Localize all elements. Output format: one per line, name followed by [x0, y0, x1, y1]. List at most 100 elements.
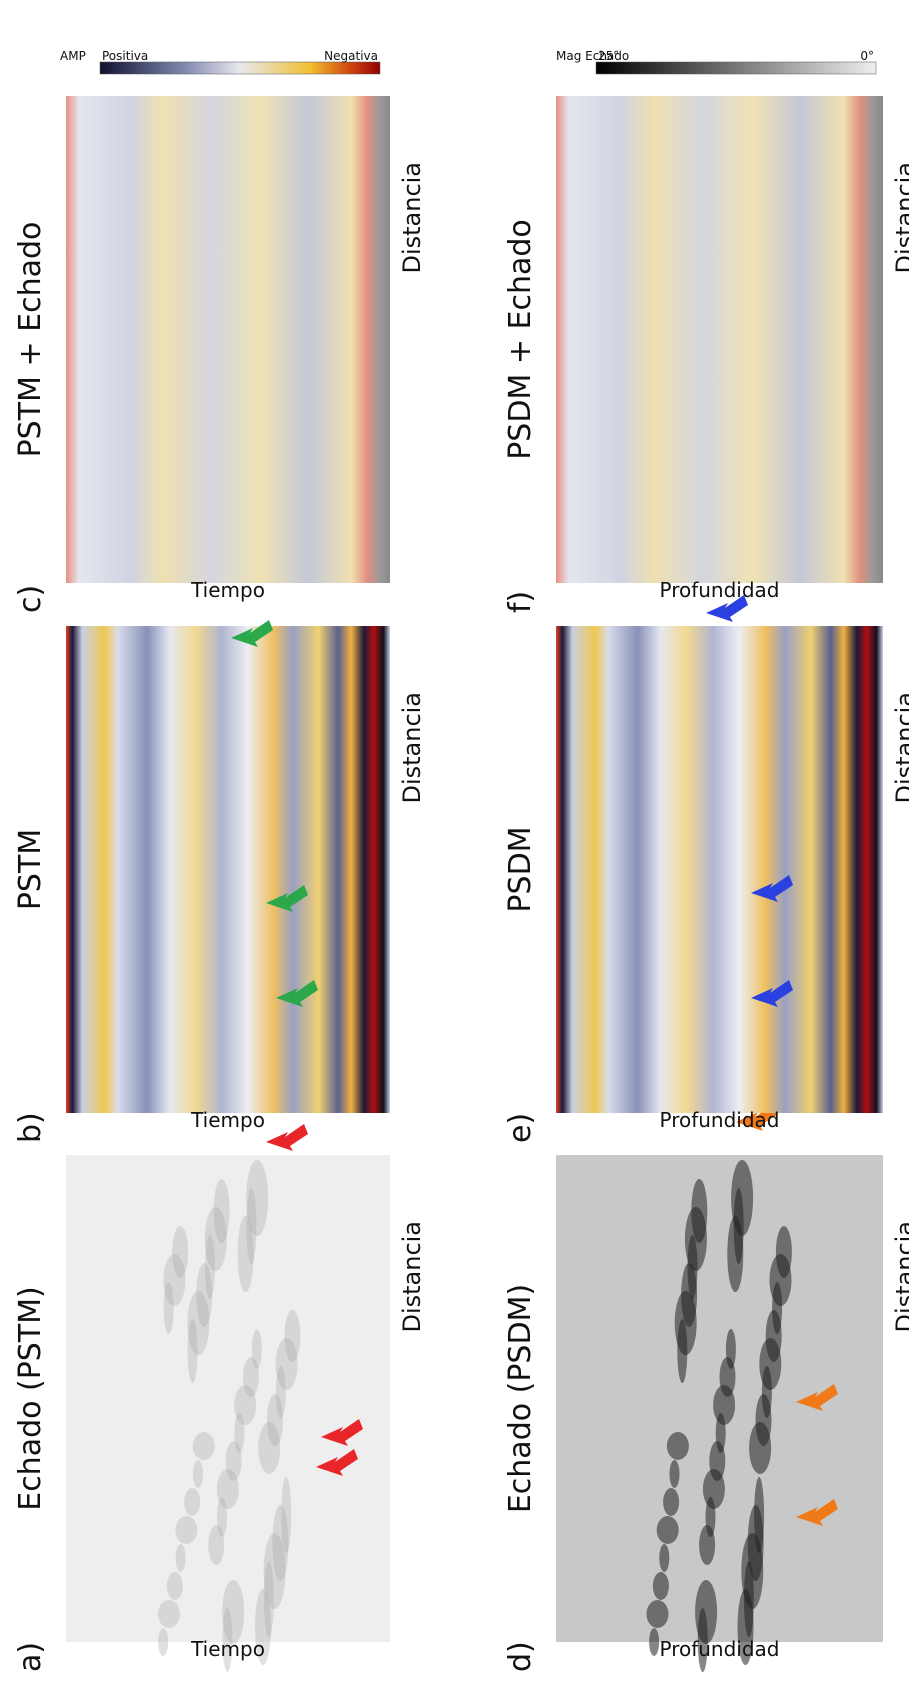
- texture: [172, 1226, 189, 1278]
- texture: [213, 1179, 230, 1243]
- texture: [163, 1254, 186, 1306]
- texture: [243, 1357, 259, 1397]
- colorbar-title: AMP: [60, 49, 86, 63]
- panel-title: PSDM + Echado: [503, 219, 538, 460]
- texture: [158, 1628, 169, 1656]
- arrow: [276, 980, 318, 1007]
- texture: [208, 1525, 225, 1565]
- panel-label: e): [503, 1113, 538, 1143]
- arrow: [706, 595, 748, 622]
- texture: [725, 1329, 736, 1369]
- x-axis-label: Distancia: [398, 692, 426, 804]
- panel-image: [556, 626, 883, 1113]
- texture: [646, 1600, 669, 1628]
- texture: [204, 1207, 227, 1271]
- x-axis-label: Distancia: [891, 692, 909, 804]
- texture: [663, 1488, 680, 1516]
- texture: [263, 1533, 286, 1609]
- panel-title: Echado (PSTM): [13, 1286, 48, 1511]
- texture: [255, 1589, 271, 1665]
- panel-label: c): [13, 585, 48, 613]
- texture: [656, 1516, 679, 1544]
- panel-title: PSTM: [13, 829, 48, 910]
- panel-label: f): [503, 591, 538, 613]
- texture: [652, 1572, 669, 1600]
- arrow: [751, 875, 793, 902]
- texture: [659, 1544, 670, 1572]
- arrow: [316, 1449, 358, 1476]
- texture: [263, 1561, 274, 1637]
- y-axis-label: Profundidad: [659, 1108, 779, 1132]
- colorbar-low: Positiva: [102, 49, 148, 63]
- texture: [695, 1580, 718, 1644]
- texture: [669, 1460, 680, 1488]
- panel-title: PSDM: [503, 826, 538, 912]
- colorbar-high: 0°: [860, 49, 874, 63]
- texture: [775, 1226, 792, 1278]
- arrow: [796, 1499, 838, 1526]
- texture: [281, 1477, 292, 1553]
- panel-image: [556, 96, 883, 583]
- texture: [187, 1291, 210, 1355]
- panel-label: a): [13, 1642, 48, 1672]
- texture: [275, 1338, 298, 1390]
- texture: [731, 1160, 754, 1236]
- x-axis-label: Distancia: [891, 162, 909, 274]
- texture: [216, 1469, 239, 1509]
- x-axis-label: Distancia: [891, 1221, 909, 1333]
- texture: [234, 1413, 245, 1453]
- texture: [272, 1505, 289, 1581]
- texture: [158, 1600, 180, 1628]
- arrow: [796, 1384, 838, 1411]
- texture: [691, 1179, 708, 1243]
- x-axis-label: Distancia: [398, 1221, 426, 1333]
- panel-title: Echado (PSDM): [503, 1284, 538, 1513]
- texture: [275, 1366, 286, 1418]
- panel-image: [66, 1155, 390, 1642]
- panel-image: [66, 626, 390, 1113]
- texture: [166, 1572, 183, 1600]
- texture: [187, 1319, 198, 1383]
- arrow: [321, 1419, 363, 1446]
- y-axis-label: Tiempo: [190, 578, 265, 602]
- y-axis-label: Tiempo: [190, 1108, 265, 1132]
- texture: [251, 1329, 262, 1369]
- texture: [192, 1432, 215, 1460]
- texture: [258, 1422, 281, 1474]
- colorbar-high: Negativa: [324, 49, 378, 63]
- texture: [237, 1216, 254, 1292]
- y-axis-label: Profundidad: [659, 1637, 779, 1661]
- texture: [666, 1432, 689, 1460]
- texture: [754, 1477, 765, 1553]
- texture: [222, 1608, 233, 1672]
- texture: [225, 1441, 242, 1481]
- texture: [175, 1544, 186, 1572]
- y-axis-label: Profundidad: [659, 578, 779, 602]
- panel-label: b): [13, 1112, 48, 1143]
- texture: [175, 1516, 198, 1544]
- texture: [184, 1488, 201, 1516]
- x-axis-label: Distancia: [398, 162, 426, 274]
- texture: [284, 1310, 301, 1362]
- colorbar: [99, 61, 381, 75]
- texture: [217, 1497, 227, 1537]
- texture: [205, 1235, 215, 1299]
- colorbar: [595, 61, 877, 75]
- texture: [222, 1580, 245, 1644]
- arrow: [266, 1124, 308, 1151]
- texture: [649, 1628, 660, 1656]
- texture: [246, 1188, 257, 1264]
- colorbar-title: Mag Echado: [556, 49, 629, 63]
- arrow: [231, 620, 273, 647]
- texture: [193, 1460, 203, 1488]
- panel-label: d): [503, 1641, 538, 1672]
- panel-title: PSTM + Echado: [13, 222, 48, 458]
- texture: [234, 1385, 257, 1425]
- panel-image: [66, 96, 390, 583]
- y-axis-label: Tiempo: [190, 1637, 265, 1661]
- arrow: [266, 885, 308, 912]
- texture: [246, 1160, 269, 1236]
